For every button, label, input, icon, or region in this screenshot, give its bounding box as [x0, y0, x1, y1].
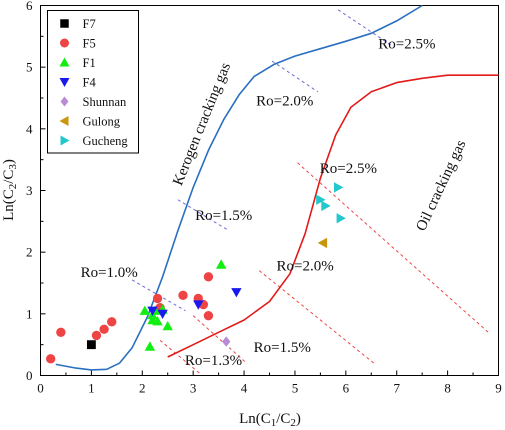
point-f5: [91, 330, 102, 341]
x-tick-label: 1: [88, 381, 95, 396]
point-gucheng: [336, 213, 346, 224]
legend-marker-f5: [60, 38, 69, 48]
x-tick-label: 9: [495, 381, 502, 396]
point-f5: [56, 327, 66, 338]
annotation-label: Ro=2.5%: [320, 161, 377, 177]
point-f1: [152, 316, 163, 326]
legend-label: F4: [83, 76, 97, 90]
point-f1: [162, 321, 173, 331]
annotation-label: Ro=1.5%: [254, 340, 311, 356]
x-tick-label: 4: [241, 381, 248, 396]
legend-marker-f1: [59, 57, 70, 67]
point-shunnan: [222, 336, 231, 347]
point-f4: [147, 306, 158, 316]
point-f4: [231, 288, 242, 298]
y-tick-label: 2: [26, 245, 33, 260]
point-f1: [139, 305, 150, 315]
axis-ticks: 0 1 2 3 4 5 6 7 8 9 0 1 2 3 4 5 6: [26, 0, 502, 396]
legend-marker-gucheng: [60, 135, 70, 146]
point-f5: [152, 293, 163, 304]
y-axis-label: Ln(C2/C3): [1, 159, 19, 221]
legend-label: F1: [83, 56, 96, 70]
y-tick-label: 1: [26, 306, 33, 321]
point-gucheng: [321, 200, 331, 212]
ro-isoline: [177, 199, 230, 232]
annotation-label: Ro=1.5%: [195, 208, 252, 224]
x-tick-label: 7: [393, 381, 400, 396]
point-f5: [107, 317, 117, 327]
y-tick-label: 0: [26, 368, 33, 383]
evolution-curve: [167, 74, 499, 358]
point-f7: [86, 340, 96, 350]
point-f5: [178, 290, 188, 301]
point-f4: [193, 300, 204, 310]
annotation-label: Ro=1.0%: [81, 265, 138, 281]
point-f5: [45, 354, 56, 364]
point-f5: [99, 324, 109, 334]
point-f5: [203, 311, 214, 321]
legend-marker-f4: [59, 78, 70, 87]
legend-label: F5: [83, 37, 96, 51]
x-tick-label: 5: [292, 381, 299, 396]
annotation-label: Ro=2.0%: [256, 93, 313, 109]
annotation-label: Ro=1.3%: [185, 353, 242, 369]
legend-marker-shunnan: [60, 96, 69, 107]
x-tick-label: 6: [343, 381, 350, 396]
point-gucheng: [316, 194, 326, 205]
ro-isoline: [159, 339, 202, 375]
annotation-label: Ro=2.0%: [277, 259, 334, 275]
x-tick-label: 0: [37, 381, 44, 396]
x-axis-label: Ln(C1/C2): [239, 411, 301, 429]
x-tick-label: 8: [444, 381, 451, 396]
x-tick-label: 2: [139, 381, 146, 396]
evolution-curve: [55, 4, 423, 371]
point-f1: [216, 259, 227, 269]
x-tick-label: 3: [190, 381, 197, 396]
ro-isoline: [297, 162, 489, 333]
point-f1: [144, 341, 156, 351]
annotation-label: Ro=2.5%: [378, 37, 435, 53]
legend-marker-gulong: [59, 116, 69, 126]
legend-label: Shunnan: [83, 95, 128, 109]
y-tick-label: 4: [26, 121, 33, 136]
legend-label: F7: [83, 17, 96, 31]
ro-isoline: [337, 9, 392, 46]
legend-marker-f7: [60, 19, 69, 28]
y-tick-label: 3: [26, 183, 33, 198]
annotation-label: Kerogen cracking gas: [170, 60, 234, 187]
point-gucheng: [334, 182, 344, 193]
curves: [55, 4, 499, 371]
point-gulong: [317, 237, 328, 249]
ro-isoline: [259, 270, 375, 364]
y-tick-label: 5: [26, 60, 33, 75]
point-f4: [157, 309, 168, 319]
ro-isoline: [271, 60, 319, 93]
legend: F7 F5 F1 F4 Shunnan Gulong Gucheng: [47, 10, 139, 154]
data-points: [45, 182, 346, 364]
legend-label: Gucheng: [83, 134, 129, 148]
point-f5: [203, 272, 214, 282]
annotation-label: Oil cracking gas: [413, 138, 469, 234]
y-tick-label: 6: [26, 0, 33, 13]
legend-label: Gulong: [83, 115, 121, 129]
